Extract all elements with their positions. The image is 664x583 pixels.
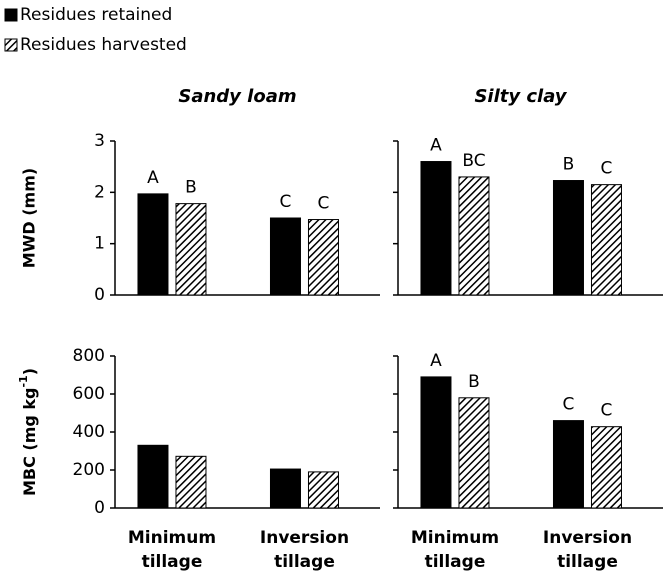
legend-label: Residues retained <box>20 5 172 25</box>
y-tick-label: 600 <box>73 384 105 404</box>
bar <box>137 444 169 509</box>
x-tick-label: Inversion tillage <box>259 528 350 572</box>
bar-annotation: B <box>468 372 480 392</box>
bar <box>175 455 207 509</box>
bar <box>458 397 490 509</box>
bar <box>137 193 169 296</box>
bar <box>552 420 584 509</box>
y-tick-label: 200 <box>73 460 105 480</box>
bar-annotation: A <box>430 136 442 156</box>
bar <box>590 426 622 509</box>
bar <box>420 161 452 296</box>
bar <box>552 180 584 296</box>
bar-annotation: C <box>563 395 575 415</box>
bar <box>307 219 339 296</box>
y-tick-label: 2 <box>94 182 105 202</box>
y-axis-label: MBC (mg kg-1) <box>17 368 39 496</box>
bar-annotation: C <box>280 192 292 212</box>
y-tick-label: 0 <box>94 498 105 518</box>
bar-annotation: C <box>601 401 613 421</box>
bar <box>420 376 452 509</box>
bar <box>590 184 622 296</box>
x-tick-label: Minimum tillage <box>127 528 217 572</box>
x-tick-label: Minimum tillage <box>410 528 500 572</box>
y-tick-label: 0 <box>94 285 105 305</box>
legend-swatch <box>4 38 18 52</box>
bar-annotation: B <box>563 155 575 175</box>
y-tick-label: 3 <box>94 131 105 151</box>
y-tick-label: 400 <box>73 422 105 442</box>
y-axis-label-part: MBC (mg kg <box>20 388 39 497</box>
x-tick-label: Inversion tillage <box>542 528 633 572</box>
bar-annotation: B <box>185 178 197 198</box>
y-tick-label: 800 <box>73 346 105 366</box>
bar <box>307 471 339 509</box>
bar-annotation: C <box>601 159 613 179</box>
bar-annotation: A <box>147 168 159 188</box>
legend-swatch <box>4 8 18 22</box>
y-tick-label: 1 <box>94 234 105 254</box>
y-axis-label-part: ) <box>20 368 39 375</box>
bar-annotation: A <box>430 351 442 371</box>
y-axis-label-part: -1 <box>17 375 30 387</box>
bar <box>458 176 490 296</box>
y-axis-label: MWD (mm) <box>20 168 39 268</box>
bar <box>269 468 301 509</box>
bar-annotation: C <box>318 194 330 214</box>
bar-annotation: BC <box>462 151 485 171</box>
bar <box>269 217 301 296</box>
panel-title: Silty clay <box>474 86 567 107</box>
legend-label: Residues harvested <box>20 35 187 55</box>
bar <box>175 203 207 296</box>
panel-title: Sandy loam <box>178 86 296 107</box>
